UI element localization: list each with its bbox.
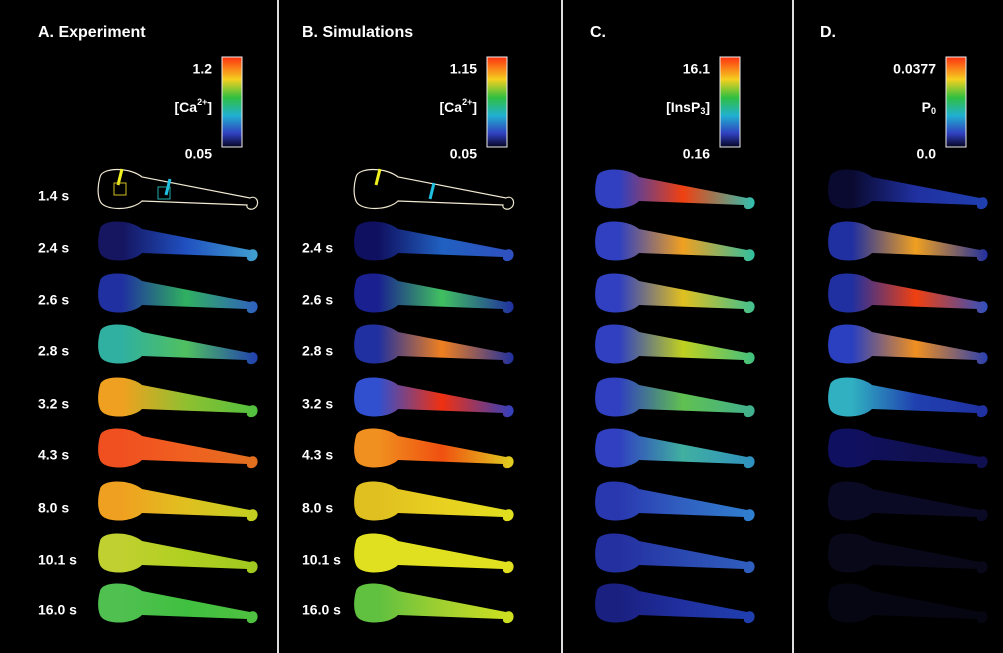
- figure: A. Experiment1.20.05[Ca2+]1.4 s2.4 s2.6 …: [0, 0, 1003, 653]
- time-label: 2.8 s: [38, 343, 69, 359]
- colorbar-label: [Ca2+]: [440, 97, 478, 114]
- label-base: [InsP: [666, 99, 700, 115]
- time-label: 4.3 s: [302, 447, 333, 463]
- label-sup: 2+: [197, 97, 207, 107]
- label-tail: ]: [207, 99, 212, 115]
- colorbar-label: [Ca2+]: [175, 97, 213, 114]
- time-label: 2.6 s: [38, 292, 69, 308]
- label-base: [Ca: [175, 99, 198, 115]
- time-label: 2.4 s: [38, 240, 69, 256]
- colorbar: [222, 57, 242, 147]
- label-sub: 0: [931, 106, 936, 116]
- panel-title: B. Simulations: [302, 24, 413, 41]
- time-label: 8.0 s: [302, 500, 333, 516]
- time-label: 10.1 s: [302, 552, 341, 568]
- colorbar: [720, 57, 740, 147]
- time-label: 3.2 s: [38, 396, 69, 412]
- colorbar-min: 0.05: [450, 146, 477, 162]
- label-sup: 2+: [462, 97, 472, 107]
- time-label: 3.2 s: [302, 396, 333, 412]
- time-label: 16.0 s: [38, 602, 77, 618]
- label-tail: ]: [705, 99, 710, 115]
- colorbar-max: 1.15: [450, 61, 477, 77]
- time-label: 10.1 s: [38, 552, 77, 568]
- panel-title: A. Experiment: [38, 24, 146, 41]
- time-label: 16.0 s: [302, 602, 341, 618]
- colorbar-max: 0.0377: [893, 61, 936, 77]
- panel-title: D.: [820, 24, 836, 41]
- colorbar-max: 16.1: [683, 61, 710, 77]
- time-label: 8.0 s: [38, 500, 69, 516]
- colorbar-min: 0.16: [683, 146, 710, 162]
- colorbar-min: 0.05: [185, 146, 212, 162]
- colorbar-min: 0.0: [917, 146, 937, 162]
- colorbar: [946, 57, 966, 147]
- time-label: 1.4 s: [38, 188, 69, 204]
- time-label: 2.4 s: [302, 240, 333, 256]
- time-label: 4.3 s: [38, 447, 69, 463]
- colorbar-max: 1.2: [193, 61, 213, 77]
- label-base: P: [922, 99, 931, 115]
- label-base: [Ca: [440, 99, 463, 115]
- time-label: 2.6 s: [302, 292, 333, 308]
- label-tail: ]: [472, 99, 477, 115]
- panel-title: C.: [590, 24, 606, 41]
- colorbar: [487, 57, 507, 147]
- time-label: 2.8 s: [302, 343, 333, 359]
